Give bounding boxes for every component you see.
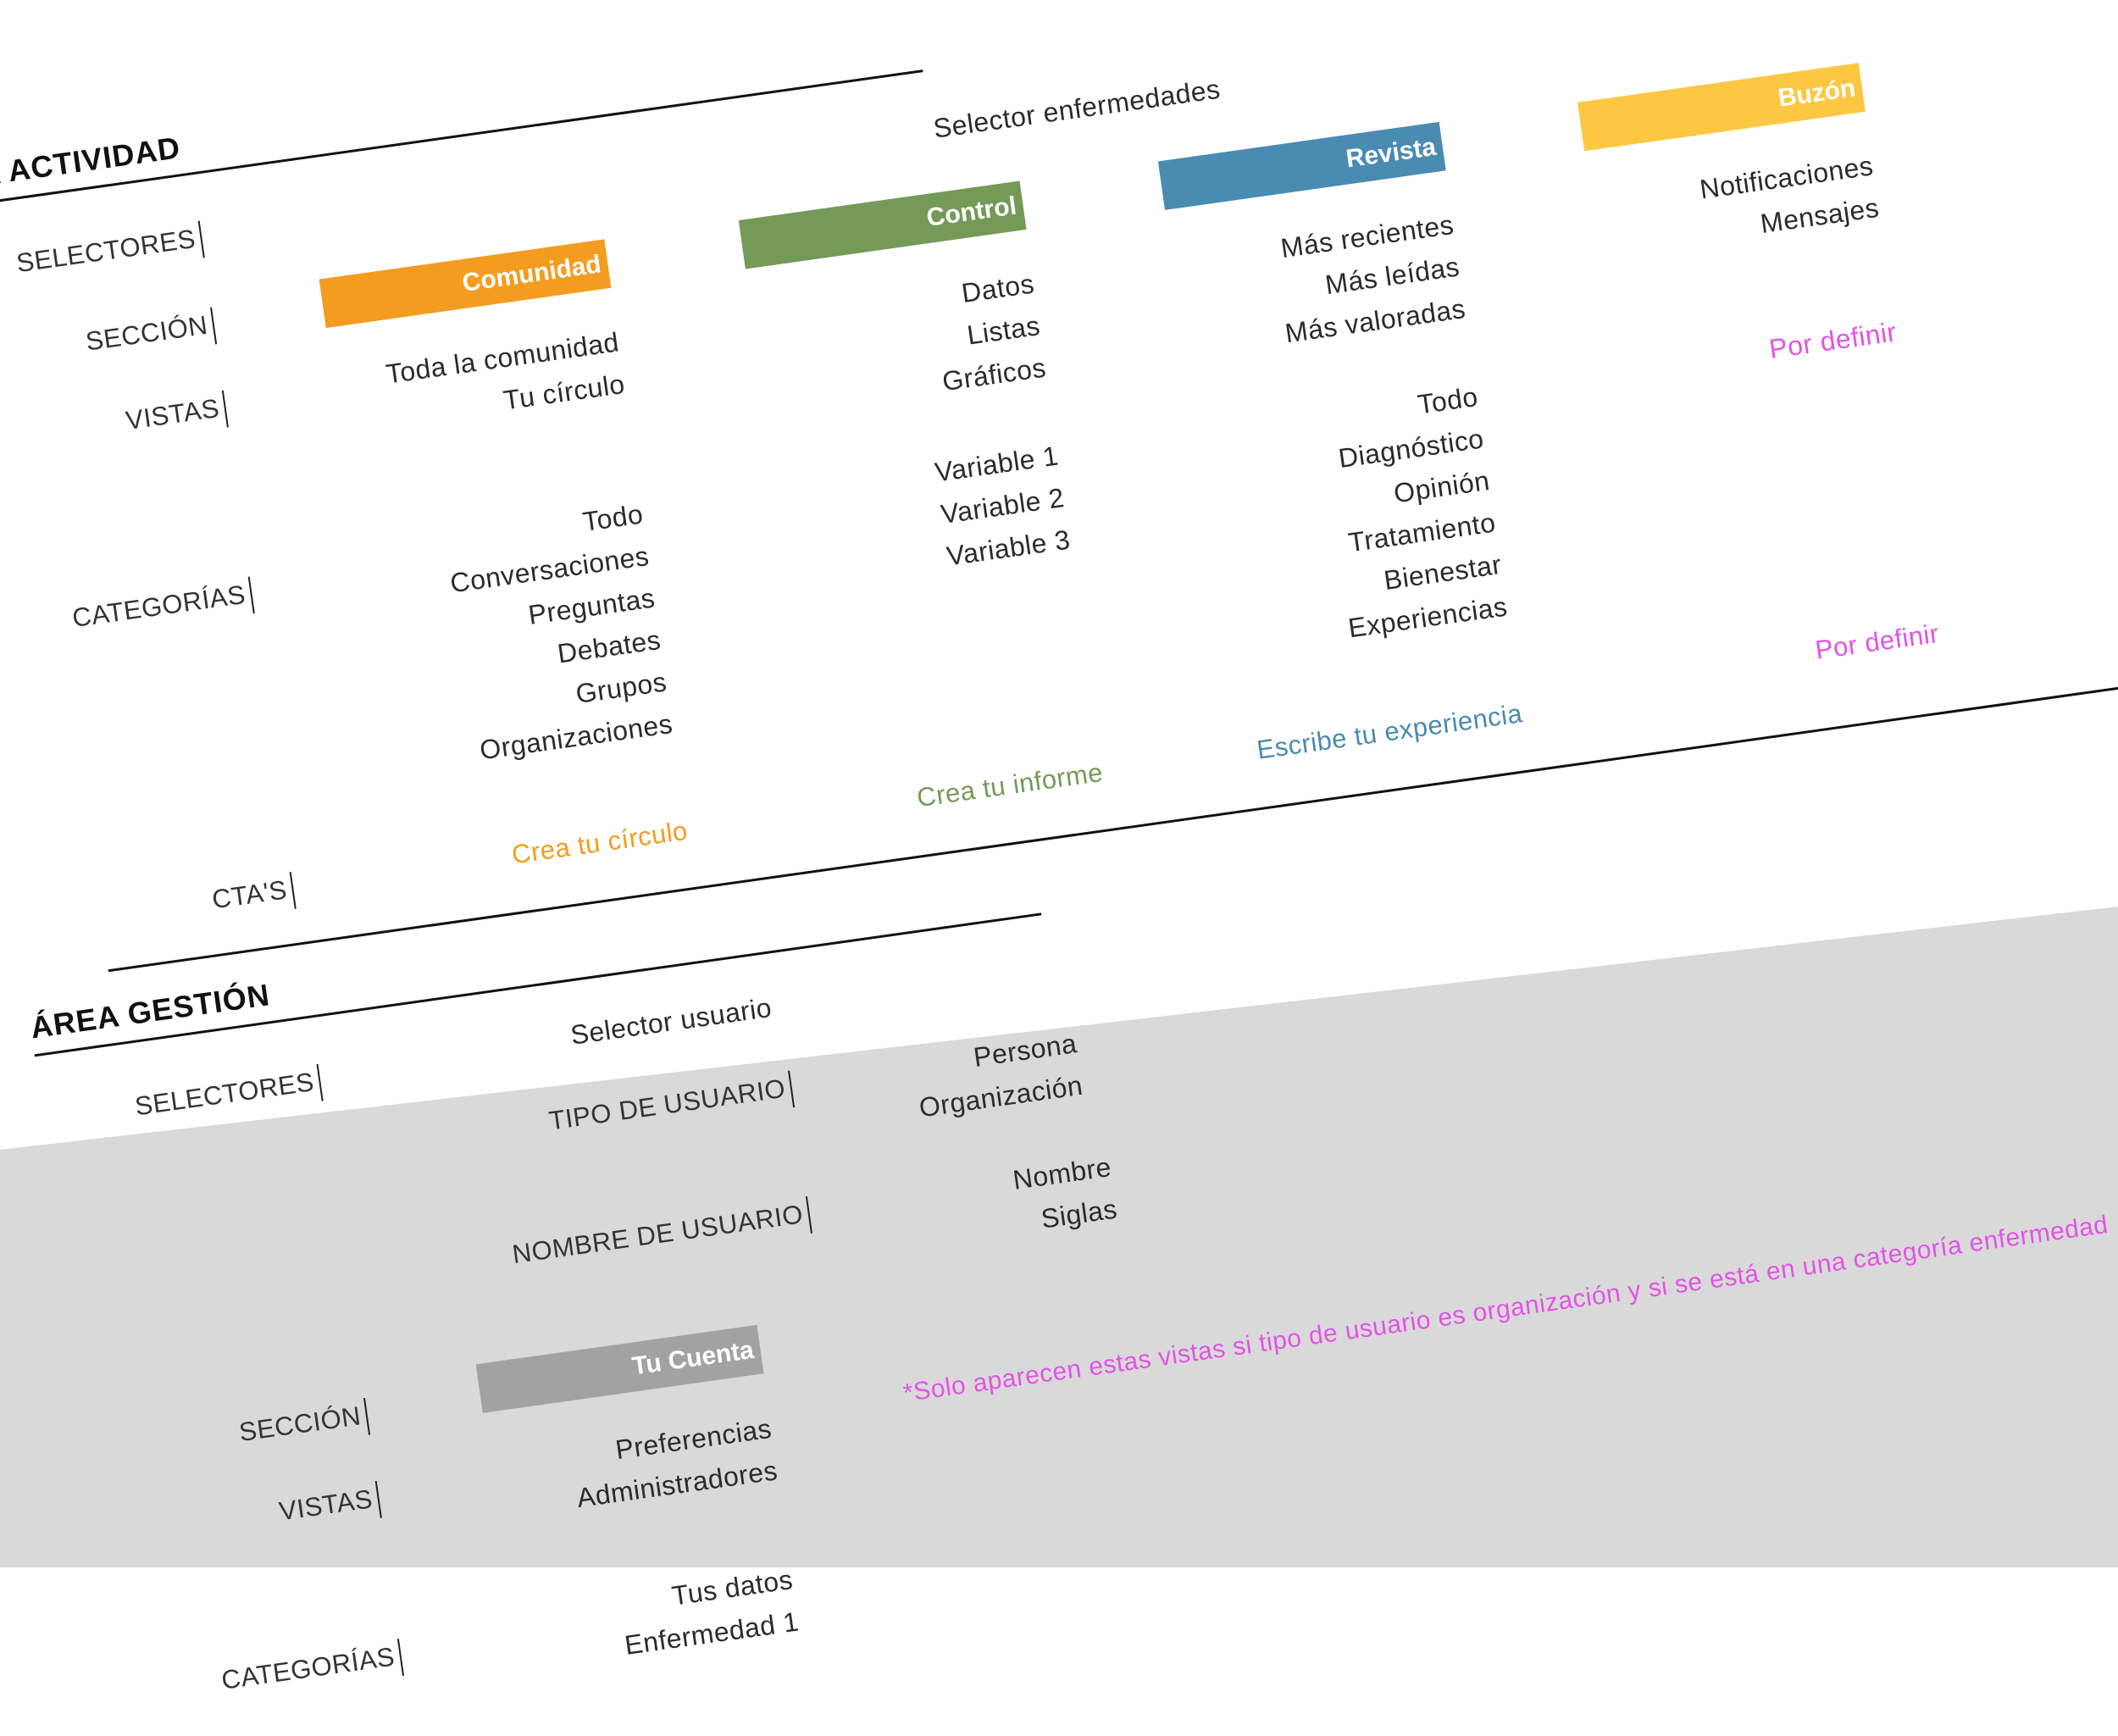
cuenta-vistas: Preferencias Administradores [474, 1407, 780, 1533]
cta-crea-tu-circulo[interactable]: Crea tu círculo [509, 815, 690, 870]
label-vistas: VISTAS [0, 390, 229, 466]
area-gestion-underline [34, 912, 1042, 1057]
label-categorias-gestion: CATEGORÍAS [122, 1639, 404, 1714]
cta-escribe-tu-experiencia[interactable]: Escribe tu experiencia [1255, 698, 1525, 765]
control-categorias: Variable 1 Variable 2 Variable 3 [766, 435, 1073, 602]
area-actividad-title: ÁREA ACTIVIDAD [0, 130, 183, 202]
area-gestion-title: ÁREA GESTIÓN [28, 977, 273, 1045]
buzon-categorias-por-definir: Por definir [1766, 316, 1899, 365]
revista-vistas: Más recientes Más leídas Más valoradas [1119, 203, 1468, 376]
nombre-usuario-options: Nombre Siglas [848, 1145, 1120, 1266]
label-vistas-gestion: VISTAS [100, 1480, 382, 1556]
label-tipo-de-usuario: TIPO DE USUARIO [513, 1070, 796, 1145]
selector-enfermedades[interactable]: Selector enfermedades [931, 73, 1223, 144]
section-tag-revista[interactable]: Revista [1157, 121, 1446, 210]
section-tag-control[interactable]: Control [738, 180, 1027, 269]
label-categorias: CATEGORÍAS [0, 576, 255, 652]
section-tag-comunidad[interactable]: Comunidad [319, 239, 612, 329]
label-seccion-gestion: SECCIÓN [88, 1397, 371, 1473]
comunidad-vistas: Toda la comunidad Tu círculo [322, 320, 628, 446]
label-ctas: CTA'S [14, 872, 297, 947]
selector-usuario[interactable]: Selector usuario [568, 991, 774, 1051]
section-tag-tu-cuenta[interactable]: Tu Cuenta [475, 1324, 764, 1413]
label-nombre-de-usuario: NOMBRE DE USUARIO [489, 1196, 813, 1278]
tipo-usuario-options: Persona Organización [805, 1022, 1085, 1144]
label-seccion: SECCIÓN [0, 307, 218, 383]
control-vistas: Datos Listas Gráficos [741, 263, 1049, 430]
buzon-cta-por-definir: Por definir [1813, 618, 1941, 665]
cuenta-categorias: Tus datos Enfermedad 1 [496, 1558, 802, 1683]
buzon-vistas: Notificaciones Mensajes [1539, 144, 1882, 275]
section-tag-buzon[interactable]: Buzón [1577, 63, 1866, 152]
organizacion-note: *Solo aparecen estas vistas si tipo de u… [901, 1210, 2110, 1408]
revista-categorias: Todo Diagnóstico Opinión Tratamiento Bie… [1144, 375, 1511, 674]
label-selectores-gestion: SELECTORES [42, 1063, 324, 1140]
comunidad-categorias: Todo Conversaciones Preguntas Debates Gr… [347, 492, 675, 785]
cta-crea-tu-informe[interactable]: Crea tu informe [915, 757, 1106, 813]
label-selectores: SELECTORES [0, 220, 205, 297]
